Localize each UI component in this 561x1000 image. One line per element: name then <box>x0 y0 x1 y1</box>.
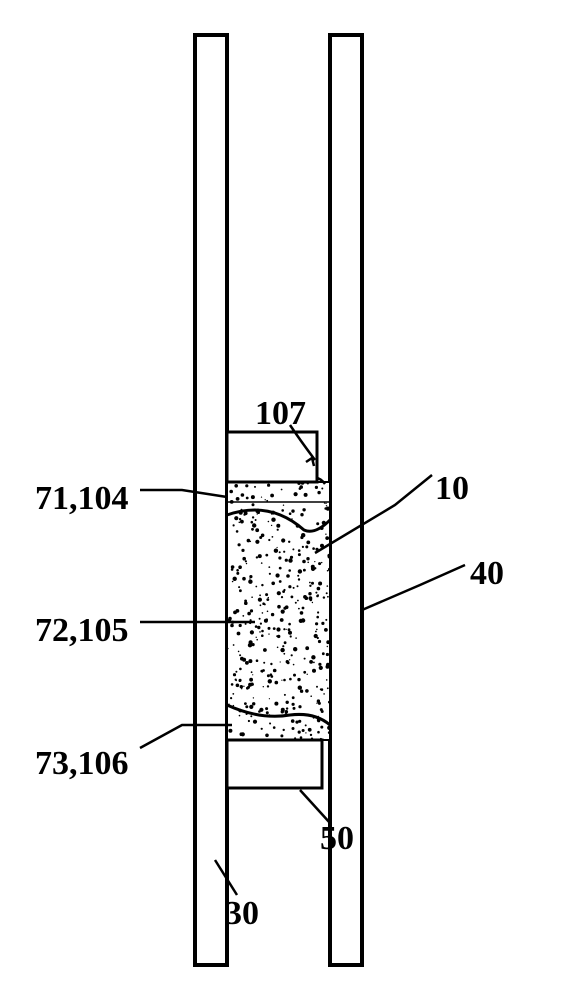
label-l107: 107 <box>255 395 306 433</box>
leader-l50 <box>300 790 330 823</box>
leader-l40 <box>362 565 465 610</box>
label-l10: 10 <box>435 470 469 508</box>
label-l72_105: 72,105 <box>35 612 129 650</box>
label-l50: 50 <box>320 820 354 858</box>
leader-l10 <box>315 475 432 553</box>
leader-l71_104 <box>140 490 227 497</box>
left-rail <box>195 35 227 965</box>
label-l71_104: 71,104 <box>35 480 129 518</box>
label-l40: 40 <box>470 555 504 593</box>
top-block <box>227 432 317 482</box>
leader-l73_106 <box>140 725 232 748</box>
label-l73_106: 73,106 <box>35 745 129 783</box>
label-l30: 30 <box>225 895 259 933</box>
bottom-block <box>227 740 322 788</box>
